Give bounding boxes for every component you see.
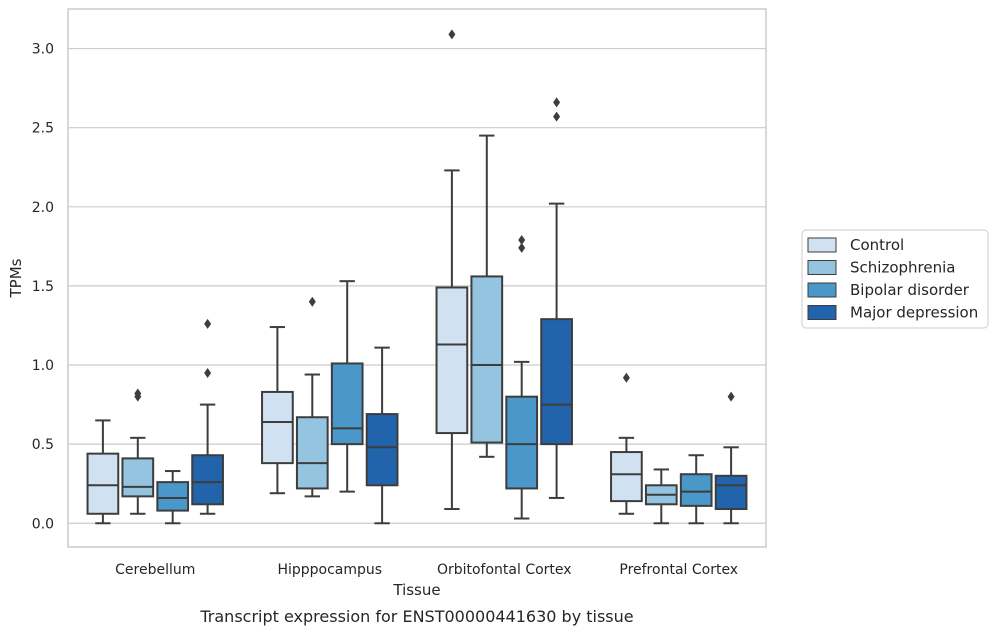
x-tick-label: Orbitofontal Cortex	[437, 562, 572, 578]
box-plot-item	[435, 29, 469, 511]
outlier-point	[622, 372, 630, 383]
legend-items: Control Schizophrenia Bipolar disorder Majo…	[807, 236, 978, 322]
iqr-box	[261, 390, 294, 465]
legend: Control Schizophrenia Bipolar disorder Majo…	[801, 229, 989, 329]
box-plot-item	[156, 470, 190, 525]
box-plot-item	[261, 326, 294, 495]
chart-caption: Transcript expression for ENST0000044163…	[199, 607, 633, 626]
box-plot-item	[505, 235, 539, 520]
iqr-box	[540, 318, 573, 446]
outlier-point	[553, 97, 561, 108]
y-axis-title: TPMs	[7, 258, 25, 298]
iqr-box	[679, 473, 713, 507]
legend-swatch	[807, 305, 837, 320]
x-tick-label: Prefrontal Cortex	[619, 562, 738, 578]
x-axis-title: Tissue	[392, 581, 440, 599]
x-axis-ticks: Cerebellum Hipppocampus Orbitofontal Corte…	[115, 562, 738, 578]
legend-label: Major depression	[850, 304, 978, 322]
legend-frame	[801, 229, 989, 329]
series-control	[86, 29, 643, 525]
box-plot-item	[330, 280, 364, 493]
iqr-box	[156, 481, 190, 512]
iqr-box	[505, 395, 539, 490]
box-plot-item	[470, 134, 504, 458]
y-tick-label: 0.0	[32, 516, 54, 532]
outlier-point	[134, 388, 142, 399]
outlier-point	[727, 391, 735, 402]
y-tick-label: 0.5	[32, 437, 54, 453]
iqr-box	[610, 451, 643, 503]
iqr-box	[470, 275, 504, 444]
x-tick-label: Hipppocampus	[277, 562, 382, 578]
iqr-box	[435, 286, 469, 435]
box-series-group	[86, 29, 748, 525]
legend-swatch	[807, 260, 837, 275]
legend-label: Bipolar disorder	[850, 281, 970, 299]
y-tick-label: 1.0	[32, 358, 54, 374]
series-schizophrenia	[121, 134, 678, 525]
y-tick-label: 2.0	[32, 200, 54, 216]
box-plot-item	[540, 97, 573, 499]
x-tick-label: Cerebellum	[115, 562, 195, 578]
box-plot-item	[714, 391, 748, 525]
box-plot-item	[610, 372, 643, 515]
box-plot-item	[295, 296, 329, 498]
y-axis-ticks: 0.0 0.5 1.0 1.5 2.0 2.5 3.0	[32, 42, 54, 533]
legend-swatch	[807, 282, 837, 298]
y-tick-label: 1.5	[32, 279, 54, 295]
legend-swatch	[807, 237, 837, 253]
outlier-point	[553, 111, 561, 122]
iqr-box	[295, 416, 329, 490]
iqr-box	[86, 452, 120, 515]
legend-label: Control	[850, 236, 904, 254]
iqr-box	[121, 457, 155, 498]
box-plot-item	[679, 454, 713, 525]
outlier-point	[448, 29, 456, 40]
gridlines	[68, 47, 766, 524]
series-bipolar-disorder	[156, 235, 713, 525]
outlier-point	[204, 318, 212, 329]
series-major-depression	[191, 97, 748, 525]
iqr-box	[191, 454, 224, 506]
iqr-box	[330, 362, 364, 446]
iqr-box	[365, 413, 399, 487]
plot-frame	[67, 8, 767, 548]
y-tick-label: 3.0	[32, 42, 54, 58]
outlier-point	[204, 367, 212, 378]
y-tick-label: 2.5	[32, 121, 54, 137]
outlier-point	[308, 296, 316, 307]
outlier-point	[518, 235, 526, 246]
box-plot-item	[365, 346, 399, 525]
box-plot-item	[121, 388, 155, 515]
box-plot-item	[86, 419, 120, 525]
box-plot-item	[191, 318, 224, 515]
legend-label: Schizophrenia	[850, 259, 955, 277]
outlier-point	[518, 242, 526, 253]
box-plot-item	[644, 468, 678, 525]
iqr-box	[714, 474, 748, 511]
